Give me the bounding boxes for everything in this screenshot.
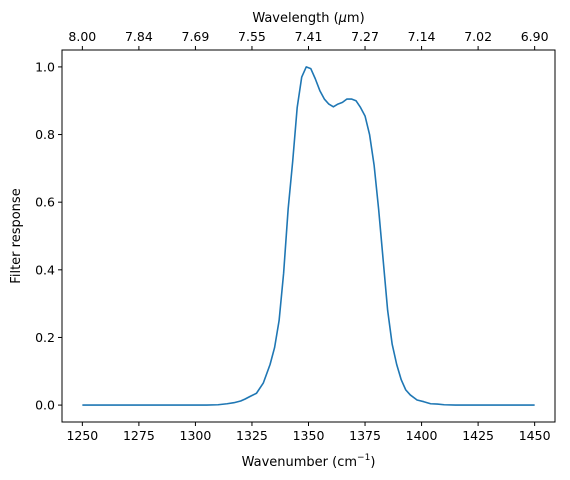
top-axis-label: Wavelength (μm) [252,11,364,26]
top-axis-label-mu: μ [338,11,347,26]
bottom-axis-ticks: 1250 1275 1300 1325 1350 1375 1400 1425 1450 [66,422,551,443]
y-tick-label: 0.6 [35,195,55,210]
y-axis-label: Filter response [9,188,24,283]
y-tick-label: 1.0 [35,59,55,74]
top-axis-label-main: Wavelength ( [252,11,338,26]
top-axis-ticks: 8.00 7.84 7.69 7.55 7.41 7.27 7.14 7.02 6.90 [68,29,549,50]
x-tick-label: 1325 [236,428,268,443]
top-tick-label: 7.84 [125,29,153,44]
top-tick-label: 7.14 [408,29,436,44]
x-tick-label: 1275 [123,428,155,443]
y-tick-label: 0.4 [35,262,55,277]
plot-frame [61,49,556,423]
top-tick-label: 8.00 [68,29,96,44]
x-axis-label: Wavenumber (cm−1) [242,453,376,470]
plot-layer [82,66,535,406]
top-tick-label: 7.55 [238,29,266,44]
top-tick-label: 7.41 [295,29,323,44]
x-tick-label: 1450 [519,428,551,443]
x-axis-label-main: Wavenumber (cm [242,455,357,470]
y-tick-label: 0.0 [35,398,55,413]
x-axis-label-superscript: −1 [357,453,370,463]
x-axis-label-end: ) [370,455,375,470]
x-tick-label: 1375 [349,428,381,443]
y-tick-label: 0.8 [35,127,55,142]
x-tick-label: 1425 [462,428,494,443]
x-tick-label: 1350 [293,428,325,443]
top-tick-label: 7.27 [351,29,379,44]
y-tick-label: 0.2 [35,330,55,345]
top-tick-label: 6.90 [521,29,549,44]
left-axis-ticks: 0.0 0.2 0.4 0.6 0.8 1.0 [35,59,62,413]
x-tick-label: 1400 [406,428,438,443]
top-axis-label-end: m) [347,11,365,26]
x-tick-label: 1250 [66,428,98,443]
x-tick-label: 1300 [180,428,212,443]
top-tick-label: 7.69 [182,29,210,44]
top-tick-label: 7.02 [464,29,492,44]
series-line-0 [82,66,535,406]
